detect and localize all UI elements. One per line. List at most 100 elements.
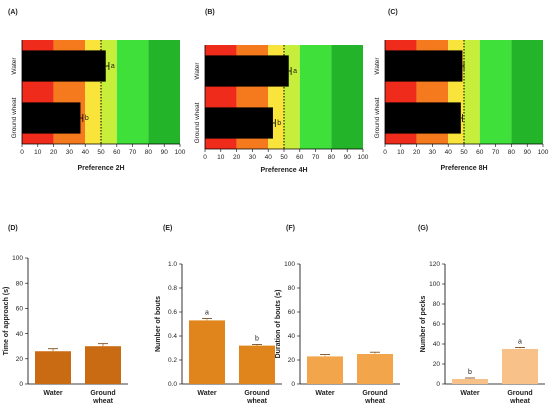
category-label: Ground wheat: [194, 102, 201, 143]
y-axis-title: Number of pecks: [420, 295, 427, 352]
x-tick-label: 90: [344, 154, 352, 161]
significance-letter: a: [518, 339, 522, 346]
category-label: Water: [197, 390, 216, 397]
bar: [35, 351, 71, 384]
y-tick-label: 0: [19, 381, 23, 388]
y-tick-label: 60: [16, 306, 24, 313]
preference-bar: [22, 50, 106, 82]
y-tick-label: 80: [433, 301, 441, 308]
bar: [239, 345, 275, 384]
preference-zone: [511, 40, 543, 144]
bar-panel-4: (G) 0 20 40 60 80 100 120 Number of pecks b Water a…: [418, 225, 545, 405]
x-tick-label: 70: [492, 149, 500, 156]
x-axis-title: Preference 8H: [440, 165, 487, 172]
category-label: Ground: [362, 390, 387, 397]
x-tick-label: 70: [129, 149, 137, 156]
x-tick-label: 40: [445, 149, 453, 156]
panel-letter: (E): [163, 225, 172, 232]
x-tick-label: 50: [97, 149, 105, 156]
y-axis-title: Time of approach (s): [3, 287, 10, 356]
y-tick-label: 80: [288, 285, 296, 292]
bar: [357, 354, 393, 384]
x-tick-label: 10: [217, 154, 225, 161]
x-tick-label: 60: [476, 149, 484, 156]
y-tick-label: 0.8: [168, 285, 177, 292]
significance-letter: a: [293, 68, 297, 75]
x-tick-label: 20: [413, 149, 421, 156]
y-tick-label: 20: [16, 356, 24, 363]
significance-letter: b: [255, 335, 259, 342]
x-tick-label: 30: [66, 149, 74, 156]
panel-letter: (C): [388, 9, 398, 16]
x-tick-label: 80: [328, 154, 336, 161]
x-tick-label: 20: [233, 154, 241, 161]
category-label: Water: [374, 57, 381, 75]
panel-letter: (F): [286, 225, 295, 232]
x-tick-label: 40: [82, 149, 90, 156]
x-tick-label: 100: [175, 149, 186, 156]
preference-panel-1: (A) a Water b Ground wheat 0 10 20 30 40 50 60 70 80 9…: [8, 9, 186, 172]
x-tick-label: 30: [429, 149, 437, 156]
preference-zone: [464, 40, 480, 144]
x-tick-label: 20: [50, 149, 58, 156]
x-tick-label: 0: [20, 149, 24, 156]
category-label: Water: [194, 62, 201, 80]
y-tick-label: 0.2: [168, 357, 177, 364]
y-tick-label: 0.0: [168, 381, 177, 388]
category-label: Water: [11, 57, 18, 75]
y-tick-label: 100: [12, 255, 23, 262]
preference-panel-2: (B) a Water b Ground wheat 0 10 20 30 40 50 60 70 80 9…: [194, 9, 369, 174]
significance-letter: b: [277, 120, 281, 127]
significance-letter: a: [205, 310, 209, 317]
y-tick-label: 40: [16, 331, 24, 338]
preference-zone: [148, 40, 180, 144]
y-tick-label: 120: [429, 261, 440, 268]
x-tick-label: 80: [145, 149, 153, 156]
panel-letter: (D): [8, 225, 18, 232]
bar: [307, 356, 343, 384]
x-tick-label: 40: [265, 154, 273, 161]
y-tick-label: 40: [288, 333, 296, 340]
y-axis-title: Number of bouts: [155, 296, 162, 352]
preference-bar: [385, 50, 463, 82]
x-tick-label: 50: [280, 154, 288, 161]
category-label: wheat: [246, 398, 268, 405]
panel-letter: (G): [418, 225, 428, 232]
category-label: Ground wheat: [374, 97, 381, 138]
category-label: Ground: [90, 390, 115, 397]
y-tick-label: 20: [433, 361, 441, 368]
x-tick-label: 100: [358, 154, 369, 161]
x-tick-label: 0: [383, 149, 387, 156]
y-tick-label: 20: [288, 357, 296, 364]
y-tick-label: 1.0: [168, 261, 177, 268]
preference-bar: [205, 55, 289, 87]
significance-letter: b: [85, 115, 89, 122]
y-tick-label: 40: [433, 341, 441, 348]
x-tick-label: 90: [161, 149, 169, 156]
significance-letter: b: [468, 369, 472, 376]
y-axis-title: Duration of bouts (s): [275, 290, 282, 359]
y-tick-label: 0: [291, 381, 295, 388]
preference-panel-3: (C) Water Ground wheat 0 10 20 30 40 50 60 70 80 90 1…: [374, 9, 549, 172]
x-tick-label: 0: [203, 154, 207, 161]
x-tick-label: 10: [34, 149, 42, 156]
y-tick-label: 60: [288, 309, 296, 316]
preference-bar: [22, 102, 81, 134]
category-label: Ground: [507, 390, 532, 397]
x-tick-label: 60: [113, 149, 121, 156]
preference-zone: [299, 45, 332, 149]
x-axis-title: Preference 4H: [260, 167, 307, 174]
x-tick-label: 80: [508, 149, 516, 156]
category-label: wheat: [364, 398, 386, 405]
y-tick-label: 60: [433, 321, 441, 328]
category-label: Water: [43, 390, 62, 397]
x-tick-label: 30: [249, 154, 257, 161]
bar: [502, 349, 538, 384]
preference-zone: [479, 40, 512, 144]
x-axis-title: Preference 2H: [77, 165, 124, 172]
bar: [452, 379, 488, 384]
y-tick-label: 0.6: [168, 309, 177, 316]
x-tick-label: 70: [312, 154, 320, 161]
preference-bar: [205, 107, 273, 139]
x-tick-label: 100: [538, 149, 549, 156]
